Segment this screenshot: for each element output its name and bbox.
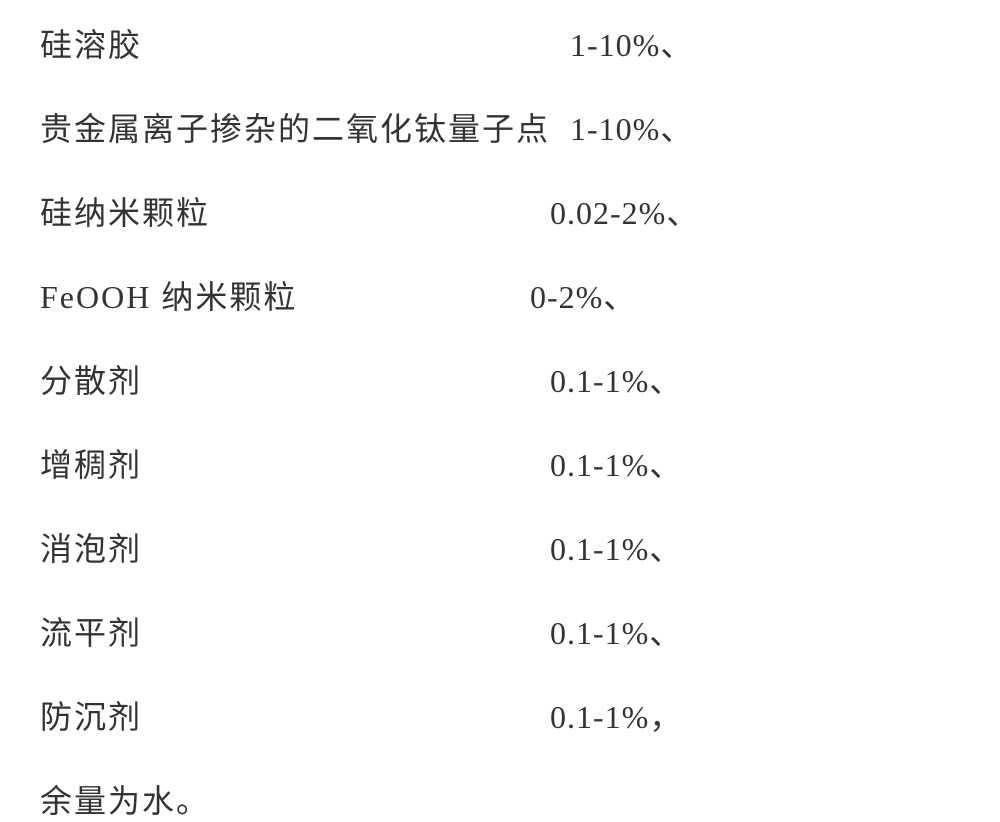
ingredient-value: 0-2%、 bbox=[530, 272, 636, 318]
table-row: 增稠剂 0.1-1%、 bbox=[40, 440, 960, 486]
table-row: 分散剂 0.1-1%、 bbox=[40, 356, 960, 402]
ingredient-label: 硅溶胶 bbox=[40, 20, 570, 66]
ingredient-label: 防沉剂 bbox=[40, 692, 550, 738]
table-row: 防沉剂 0.1-1%， bbox=[40, 692, 960, 738]
table-row: 消泡剂 0.1-1%、 bbox=[40, 524, 960, 570]
ingredient-label: 硅纳米颗粒 bbox=[40, 188, 550, 234]
ingredient-value: 0.1-1%、 bbox=[550, 440, 682, 486]
ingredient-value: 1-10%、 bbox=[570, 20, 693, 66]
table-row: 流平剂 0.1-1%、 bbox=[40, 608, 960, 654]
ingredient-label: 流平剂 bbox=[40, 608, 550, 654]
footer-text: 余量为水。 bbox=[40, 776, 960, 822]
ingredient-value: 1-10%、 bbox=[570, 104, 693, 150]
ingredient-label: FeOOH 纳米颗粒 bbox=[40, 272, 530, 318]
ingredient-value: 0.1-1%， bbox=[550, 692, 682, 738]
ingredient-value: 0.1-1%、 bbox=[550, 356, 682, 402]
table-row: FeOOH 纳米颗粒 0-2%、 bbox=[40, 272, 960, 318]
content-list: 硅溶胶 1-10%、 贵金属离子掺杂的二氧化钛量子点 1-10%、 硅纳米颗粒 … bbox=[40, 20, 960, 822]
ingredient-value: 0.02-2%、 bbox=[550, 188, 699, 234]
ingredient-label: 分散剂 bbox=[40, 356, 550, 402]
ingredient-label: 增稠剂 bbox=[40, 440, 550, 486]
ingredient-value: 0.1-1%、 bbox=[550, 524, 682, 570]
ingredient-label: 消泡剂 bbox=[40, 524, 550, 570]
ingredient-label: 贵金属离子掺杂的二氧化钛量子点 bbox=[40, 104, 570, 150]
table-row: 硅纳米颗粒 0.02-2%、 bbox=[40, 188, 960, 234]
ingredient-value: 0.1-1%、 bbox=[550, 608, 682, 654]
table-row: 硅溶胶 1-10%、 bbox=[40, 20, 960, 66]
table-row: 贵金属离子掺杂的二氧化钛量子点 1-10%、 bbox=[40, 104, 960, 150]
